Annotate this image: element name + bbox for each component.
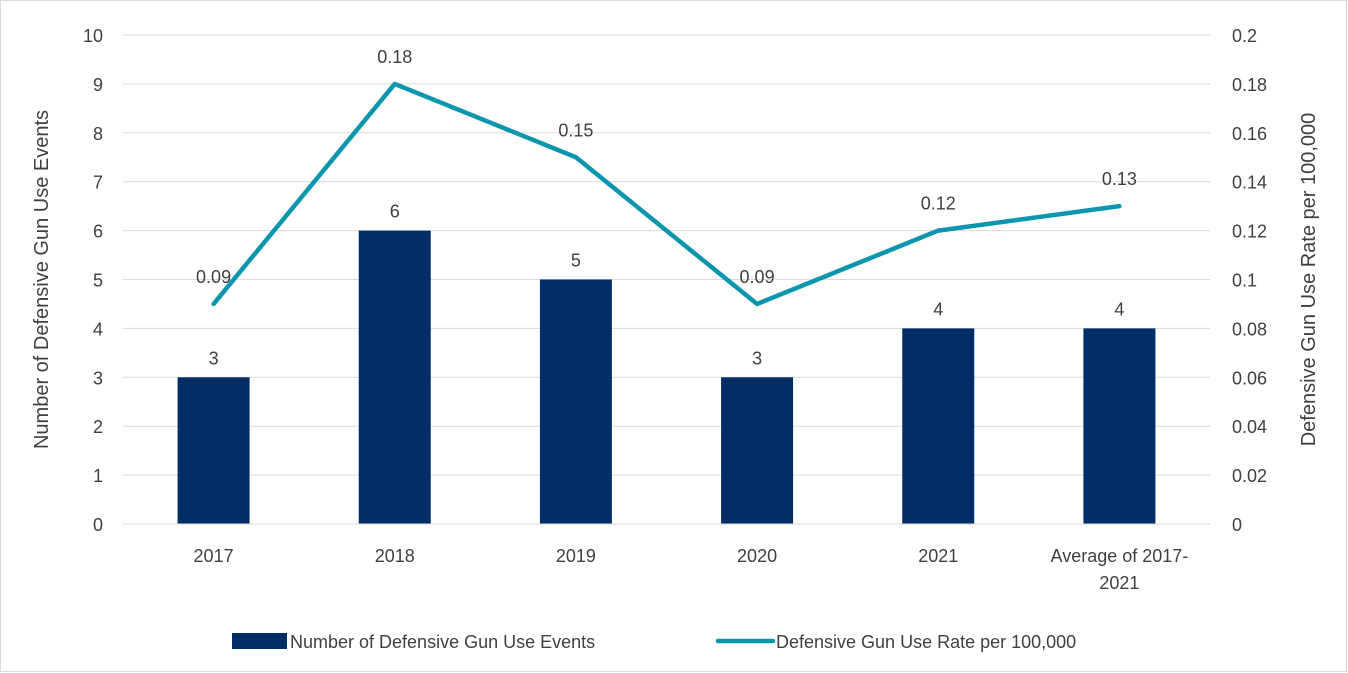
x-tick-label-line: 2018 — [375, 546, 415, 566]
legend-label-bar: Number of Defensive Gun Use Events — [290, 632, 595, 652]
y-left-tick-label: 1 — [93, 466, 103, 486]
x-tick-label: 2017 — [194, 546, 234, 566]
y-left-tick-label: 3 — [93, 368, 103, 388]
y-left-tick-label: 2 — [93, 417, 103, 437]
y-left-tick-label: 5 — [93, 271, 103, 291]
bar — [1083, 328, 1156, 524]
line-data-label: 0.09 — [196, 267, 231, 287]
y-right-tick-label: 0.04 — [1232, 417, 1267, 437]
x-tick-label-line: 2019 — [556, 546, 596, 566]
x-tick-label: Average of 2017- 2021 — [1051, 546, 1189, 593]
y-axis-right-title: Defensive Gun Use Rate per 100,000 — [1298, 113, 1320, 447]
right-axis-ticks: 0 0.02 0.04 0.06 0.08 0.1 0.12 0.14 0.16 0.18 0.2 — [1232, 26, 1267, 535]
x-tick-label: 2020 — [737, 546, 777, 566]
y-left-tick-label: 6 — [93, 222, 103, 242]
bar — [358, 230, 431, 524]
y-left-tick-label: 0 — [93, 515, 103, 535]
line-data-label: 0.12 — [921, 194, 956, 214]
bar — [177, 377, 250, 524]
y-right-tick-label: 0.02 — [1232, 466, 1267, 486]
legend-label-line: Defensive Gun Use Rate per 100,000 — [776, 632, 1076, 652]
y-right-tick-label: 0.16 — [1232, 124, 1267, 144]
line-data-label: 0.13 — [1102, 169, 1137, 189]
line-data-label: 0.09 — [740, 267, 775, 287]
bar-data-label: 3 — [209, 348, 219, 368]
bar — [902, 328, 975, 524]
x-tick-label-line: 2017 — [194, 546, 234, 566]
legend: Number of Defensive Gun Use Events Defens… — [232, 632, 1076, 652]
y-right-tick-label: 0.14 — [1232, 173, 1267, 193]
bar-data-labels: 3 6 5 3 4 4 — [209, 202, 1125, 369]
bar-data-label: 4 — [933, 299, 943, 319]
x-tick-label: 2018 — [375, 546, 415, 566]
legend-swatch-bar — [232, 633, 287, 649]
y-left-tick-label: 7 — [93, 173, 103, 193]
x-tick-label-line: Average of 2017- — [1051, 546, 1189, 566]
line-series — [211, 81, 1122, 307]
y-axis-left-title: Number of Defensive Gun Use Events — [31, 110, 53, 449]
x-tick-label-line: 2021 — [1099, 573, 1139, 593]
y-right-tick-label: 0.08 — [1232, 319, 1267, 339]
x-tick-label-line: 2020 — [737, 546, 777, 566]
bar-data-label: 3 — [752, 348, 762, 368]
bar — [721, 377, 794, 524]
y-right-tick-label: 0.2 — [1232, 26, 1257, 46]
bar-data-label: 4 — [1114, 299, 1124, 319]
y-left-tick-label: 4 — [93, 319, 103, 339]
y-right-tick-label: 0.06 — [1232, 368, 1267, 388]
y-right-tick-label: 0.1 — [1232, 271, 1257, 291]
x-tick-label-line: 2021 — [918, 546, 958, 566]
line-data-label: 0.18 — [377, 47, 412, 67]
left-axis-ticks: 0 1 2 3 4 5 6 7 8 9 10 — [83, 26, 103, 535]
x-axis-ticks: 2017 2018 2019 2020 2021 Average of 2017- 2021 — [194, 546, 1189, 593]
y-left-tick-label: 10 — [83, 26, 103, 46]
bar — [539, 279, 612, 524]
line-data-labels: 0.09 0.18 0.15 0.09 0.12 0.13 — [196, 47, 1137, 287]
y-right-tick-label: 0.18 — [1232, 75, 1267, 95]
bar-series — [177, 230, 1156, 524]
gridlines — [123, 34, 1210, 476]
y-left-tick-label: 8 — [93, 124, 103, 144]
bar-data-label: 5 — [571, 251, 581, 271]
bar-data-label: 6 — [390, 202, 400, 222]
y-right-tick-label: 0.12 — [1232, 222, 1267, 242]
x-tick-label: 2021 — [918, 546, 958, 566]
rate-line — [211, 81, 1122, 307]
line-data-label: 0.15 — [558, 120, 593, 140]
x-tick-label: 2019 — [556, 546, 596, 566]
y-right-tick-label: 0 — [1232, 515, 1242, 535]
y-left-tick-label: 9 — [93, 75, 103, 95]
